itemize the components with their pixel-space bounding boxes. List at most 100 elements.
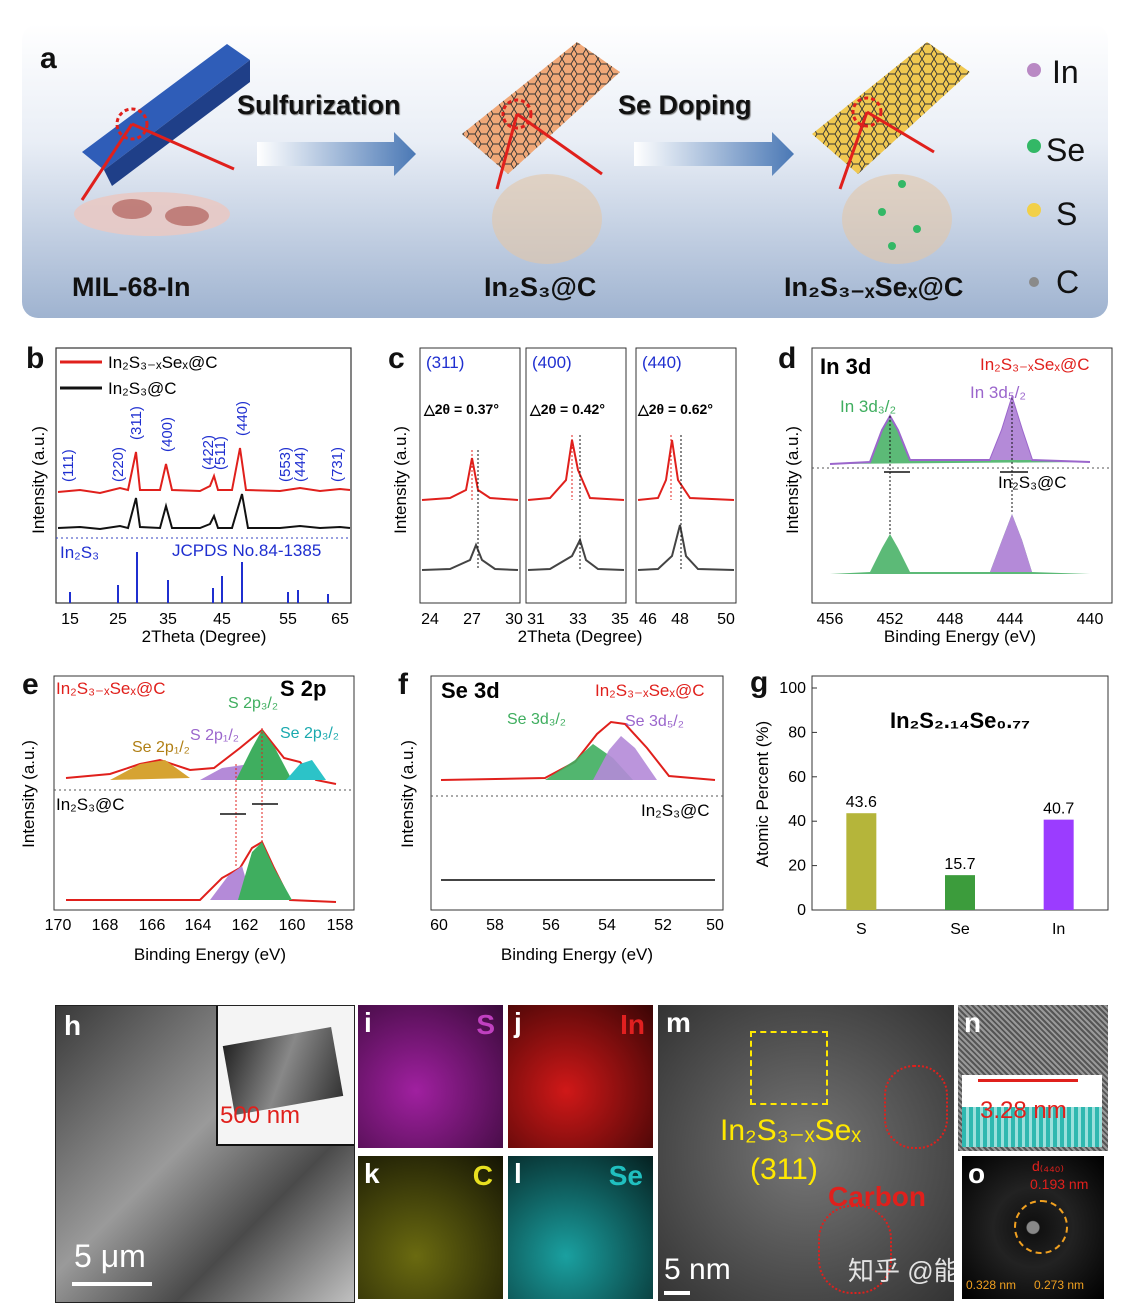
element-c: C [472,1160,493,1191]
svg-text:27: 27 [463,611,481,628]
stage-mil68: MIL-68-In [72,272,191,302]
panel-letter-n: n [964,1007,982,1038]
svg-text:15: 15 [61,611,79,628]
svg-text:△2θ = 0.37°: △2θ = 0.37° [423,401,499,417]
panel-letter-b: b [26,342,45,375]
sulfurization-label: Sulfurization [237,90,401,120]
bar-value-s: 43.6 [846,794,877,811]
svg-text:50: 50 [706,917,724,934]
ref-lines [69,552,329,603]
d-value: 0.193 nm [1030,1176,1089,1192]
in3d-bottom-label: In₂S₃@C [998,473,1067,492]
in3d-peak1: In 3d₃/₂ [840,397,896,416]
panel-letter-k: k [364,1158,380,1189]
svg-text:456: 456 [817,611,844,628]
s2p-bottom-label: In₂S₃@C [56,795,125,814]
svg-text:166: 166 [139,917,166,934]
y-tick-60: 60 [788,769,806,786]
legend-se: Se [1046,132,1086,168]
se-dot [1027,139,1041,153]
xrd-xlabel: 2Theta (Degree) [142,627,267,646]
svg-text:△2θ = 0.42°: △2θ = 0.42° [529,401,605,417]
element-in: In [620,1009,645,1040]
diffraction-ring [1014,1200,1068,1254]
sulfurization-arrow [257,132,416,176]
peak-422: (422) [200,435,217,470]
peak-731: (731) [329,447,346,482]
eds-map-se: l Se [508,1156,653,1299]
in3d-title: In 3d [820,354,871,379]
panel-letter-m: m [666,1007,691,1038]
s2p-peak-se2p32: Se 2p₃/₂ [280,725,339,742]
peak-440: (440) [234,401,251,436]
panel-letter-l: l [514,1158,522,1189]
sem-scale-bar [72,1282,152,1286]
element-se: Se [608,1160,643,1191]
se3d-xlabel: Binding Energy (eV) [501,945,653,964]
bar-in [1043,819,1074,910]
zoom-subplot-400: (400) △2θ = 0.42° 31 33 35 [525,347,629,628]
in2s3-lattice [492,174,602,264]
saed-pattern-o: o d₍₄₄₀₎ 0.193 nm 0.328 nm 0.273 nm [962,1156,1104,1299]
panel-letter-c: c [388,342,405,375]
in2s3-tube [462,42,620,174]
legend-pristine: In₂S₃@C [108,379,177,398]
watermark: 知乎 @能源学人 [848,1256,954,1286]
se3d-chart: Se 3d In₂S₃₋ₓSeₓ@C In₂S₃@C Se 3d₃/₂ Se 3… [398,675,724,964]
svg-text:164: 164 [185,917,212,934]
schematic-graphic [74,42,1041,287]
svg-text:24: 24 [421,611,439,628]
svg-text:45: 45 [213,611,231,628]
panel-letter-a: a [40,42,57,75]
svg-text:30: 30 [505,611,523,628]
svg-text:162: 162 [232,917,259,934]
eds-map-s: i S [358,1005,503,1148]
carbon-label: Carbon [828,1181,926,1212]
in3d-xlabel: Binding Energy (eV) [884,627,1036,646]
s2p-chart: In₂S₃₋ₓSeₓ@C S 2p In₂S₃@C Se 2p₁/₂ S 2p₁… [19,675,355,964]
schematic-panel: a Sulfurization Se Doping MIL-68-In In₂S… [22,24,1108,318]
in2s3se-lattice [842,174,952,264]
svg-text:60: 60 [430,917,448,934]
c-dot [1029,277,1039,287]
d-value-2: 0.328 nm [966,1278,1017,1292]
line-profile: 3.28 nm [962,1075,1102,1147]
doping-arrow [634,132,794,176]
legend-doped: In₂S₃₋ₓSeₓ@C [108,353,218,372]
y-tick-20: 20 [788,858,806,875]
atomic-percent-chart: In₂S₂.₁₄Se₀.₇₇ 0 20 40 60 80 100 43.6 15.7 40.7… [753,675,1109,938]
in-dot [1027,63,1041,77]
y-tick-80: 80 [788,724,806,741]
legend-in: In [1052,54,1079,90]
y-tick-40: 40 [788,813,806,830]
stage-in2s3se: In₂S₃₋ₓSeₓ@C [784,272,964,302]
svg-text:160: 160 [279,917,306,934]
svg-text:52: 52 [654,917,672,934]
bar-ylabel: Atomic Percent (%) [753,721,772,867]
ref-card: JCPDS No.84-1385 [172,541,321,560]
s-dot [1027,203,1041,217]
svg-text:56: 56 [542,917,560,934]
se-doping-label: Se Doping [618,90,752,120]
peak-400: (400) [159,417,176,452]
y-tick-0: 0 [797,902,806,919]
in3d-chart: In 3d In₂S₃₋ₓSeₓ@C In₂S₃@C In 3d₃/₂ In 3… [783,347,1113,646]
stage-in2s3: In₂S₃@C [484,272,597,302]
carbon-region-bottom [818,1205,892,1294]
zoom-xlabel: 2Theta (Degree) [518,627,643,646]
svg-text:55: 55 [279,611,297,628]
svg-text:△2θ = 0.62°: △2θ = 0.62° [637,401,713,417]
inset-scale: 500 nm [220,1102,301,1129]
x-ticks: S Se In [856,921,1065,938]
se3d-peak1: Se 3d₃/₂ [507,711,566,728]
tem-inset: 500 nm [216,1006,354,1146]
svg-text:(311): (311) [426,353,464,372]
eds-map-in: j In [508,1005,653,1148]
svg-text:444: 444 [997,611,1024,628]
x-tick-in: In [1052,921,1065,938]
lattice-fringe-n: n 3.28 nm [958,1005,1108,1151]
panel-letter-j: j [514,1007,522,1038]
x-tick-s: S [856,921,867,938]
x-tick-se: Se [950,921,970,938]
legend-c: C [1056,264,1080,300]
